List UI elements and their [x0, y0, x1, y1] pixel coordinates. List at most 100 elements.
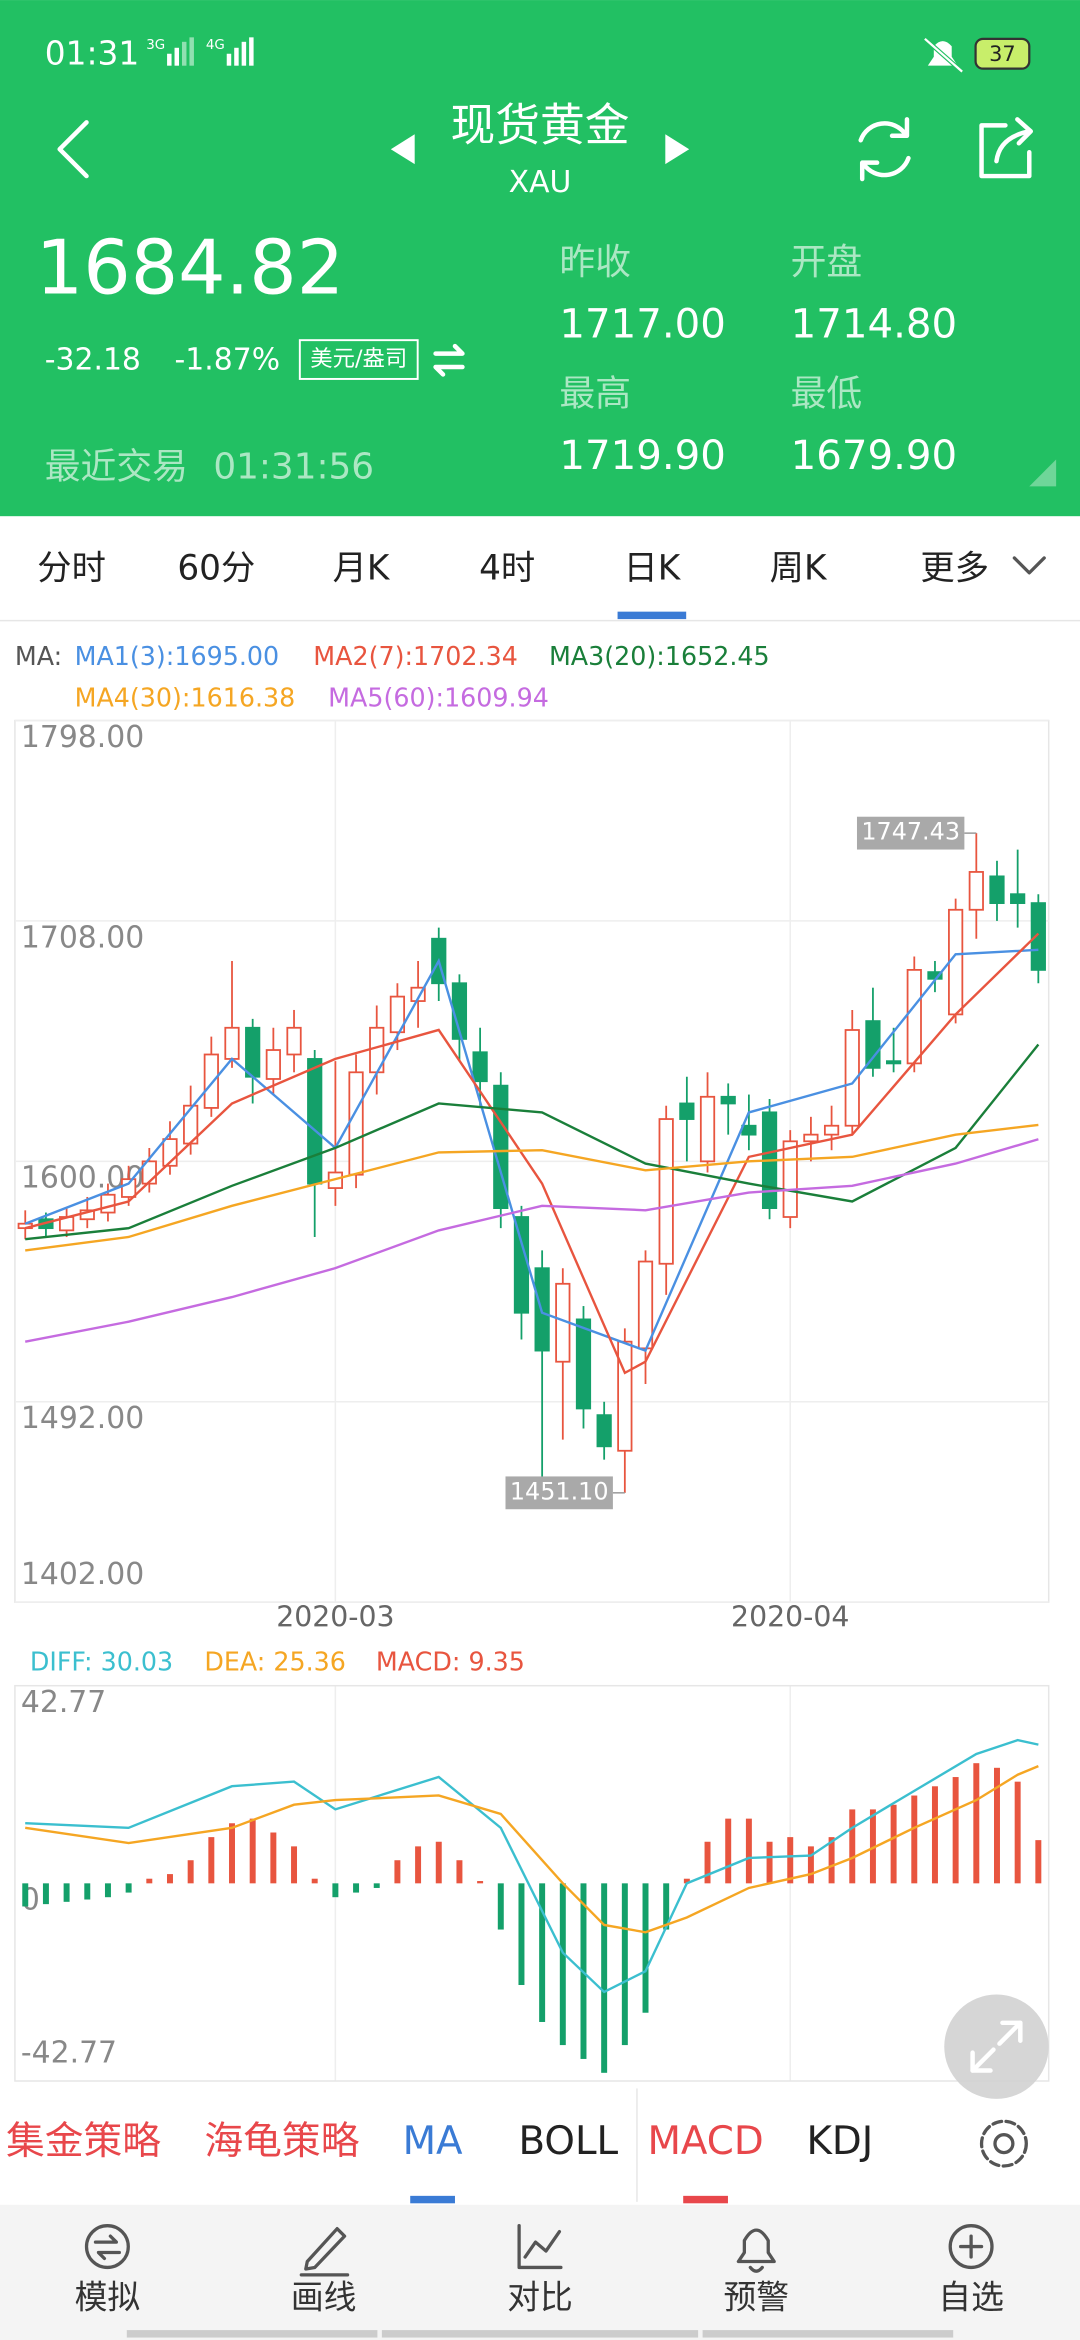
histogram-bar: [353, 1883, 360, 1893]
battery: [974, 37, 1031, 70]
histogram-bar: [931, 1786, 938, 1884]
charts: 2020-03 2020-041798.001708.001600.001492.…: [14, 641, 1050, 2082]
period-tab[interactable]: 更多: [920, 548, 989, 588]
annotation-box: [856, 816, 965, 850]
y-tick-label: -42.77: [21, 2036, 117, 2071]
expand-button[interactable]: [944, 1994, 1049, 2099]
nav-label[interactable]: 自选: [938, 2278, 1004, 2316]
change: -32.18: [45, 343, 141, 378]
y-tick-label: 1492.00: [21, 1401, 144, 1436]
prev-button[interactable]: [390, 134, 415, 165]
nav-label[interactable]: 模拟: [75, 2278, 141, 2316]
unit[interactable]: 美元/盎司: [310, 346, 407, 372]
legend-entry: DIFF: 30.03: [30, 1646, 173, 1676]
settings-button[interactable]: [979, 2119, 1028, 2168]
stat-value: 1714.80: [791, 302, 958, 348]
nav-label[interactable]: 画线: [291, 2278, 357, 2316]
share-button[interactable]: [979, 117, 1034, 179]
series-line: [24, 1138, 1039, 1343]
histogram-bar: [601, 1883, 608, 2073]
bottom-nav-bg: [0, 2204, 1080, 2340]
candle-body: [782, 1140, 798, 1218]
candle-body: [307, 1058, 323, 1185]
period-tab[interactable]: 周K: [770, 548, 828, 588]
last-trade-time: 01:31:56: [213, 446, 374, 487]
series-line: [25, 1123, 1039, 1252]
candle-body: [617, 1340, 633, 1452]
nav-label[interactable]: 对比: [507, 2278, 573, 2316]
candle-body: [968, 871, 984, 911]
histogram-bar: [683, 1878, 690, 1884]
candle-body: [596, 1414, 612, 1448]
histogram-bar: [456, 1860, 463, 1884]
indicator-tab[interactable]: KDJ: [806, 2119, 873, 2164]
histogram-bar: [166, 1874, 173, 1884]
last-trade-label: 最近交易: [45, 446, 188, 487]
histogram-bar: [332, 1883, 339, 1898]
histogram-bar: [146, 1878, 153, 1884]
histogram-bar: [22, 1883, 29, 1907]
legend-entry: MA4(30):1616.38: [75, 683, 296, 713]
indicator-tab[interactable]: MA: [403, 2119, 463, 2164]
legend-entry: MACD: 9.35: [376, 1646, 525, 1676]
series-line: [25, 1738, 1039, 1994]
period-tab[interactable]: 4时: [479, 548, 535, 588]
nav-icon[interactable]: [736, 2228, 776, 2273]
nav-icon[interactable]: [84, 2224, 130, 2270]
title: 现货黄金: [451, 98, 630, 151]
histogram-bar: [249, 1818, 256, 1884]
stat-value: 1679.90: [791, 433, 958, 479]
histogram-bar: [270, 1832, 277, 1884]
indicator-tab[interactable]: MACD: [647, 2119, 763, 2164]
candle-body: [948, 908, 964, 1016]
candle-body: [886, 1060, 902, 1065]
legend-title: MA:: [15, 641, 62, 671]
next-button[interactable]: [665, 134, 690, 165]
histogram-bar: [621, 1883, 628, 2046]
histogram-bar: [559, 1883, 566, 2046]
candle-body: [720, 1095, 736, 1105]
histogram-bar: [415, 1846, 422, 1884]
annotation-label: 1747.43: [861, 818, 960, 846]
refresh-button[interactable]: [858, 117, 911, 182]
unit-box[interactable]: [298, 339, 419, 380]
back-button[interactable]: [57, 120, 89, 179]
histogram-bar: [84, 1883, 91, 1900]
histogram-bar: [642, 1883, 649, 2013]
period-tab[interactable]: 60分: [177, 548, 255, 588]
nav-icon[interactable]: [948, 2224, 994, 2270]
header-bg: [0, 0, 1080, 517]
swap-icon[interactable]: [433, 343, 465, 377]
more-chevron[interactable]: [1012, 556, 1046, 575]
histogram-bar: [890, 1804, 897, 1884]
legend-entry: DEA: 25.36: [204, 1646, 346, 1676]
nav-label[interactable]: 预警: [724, 2278, 790, 2316]
period-tab[interactable]: 分时: [37, 548, 106, 588]
histogram-bar: [911, 1795, 918, 1884]
indicator-tabs: 集金策略 海龟策略 MA BOLL MACD KDJ: [6, 2088, 1028, 2204]
gesture-bar: [702, 2330, 954, 2338]
period-tab[interactable]: 日K: [623, 548, 681, 588]
histogram-bar: [539, 1883, 546, 2022]
histogram-bar: [435, 1841, 442, 1884]
histogram-bar: [394, 1860, 401, 1884]
histogram-bar: [745, 1818, 752, 1884]
indicator-tab[interactable]: BOLL: [519, 2119, 619, 2164]
strategy-tab[interactable]: 集金策略: [6, 2119, 161, 2164]
candle-body: [100, 1193, 116, 1214]
histogram-bar: [869, 1809, 876, 1884]
period-tabs: 分时 60分 月K 4时 日K 周K 更多: [37, 548, 989, 620]
histogram-bar: [704, 1841, 711, 1884]
histogram-bar: [125, 1883, 132, 1893]
nav-icon[interactable]: [517, 2224, 563, 2270]
period-tab[interactable]: 月K: [333, 548, 391, 588]
price: 1684.82: [36, 225, 344, 312]
histogram-bar: [311, 1878, 318, 1884]
candle-body: [245, 1026, 261, 1078]
candle-body: [679, 1102, 695, 1120]
histogram-bar: [828, 1837, 835, 1884]
nav-icon[interactable]: [299, 2227, 350, 2277]
signal: [167, 37, 194, 66]
strategy-tab[interactable]: 海龟策略: [204, 2119, 359, 2164]
